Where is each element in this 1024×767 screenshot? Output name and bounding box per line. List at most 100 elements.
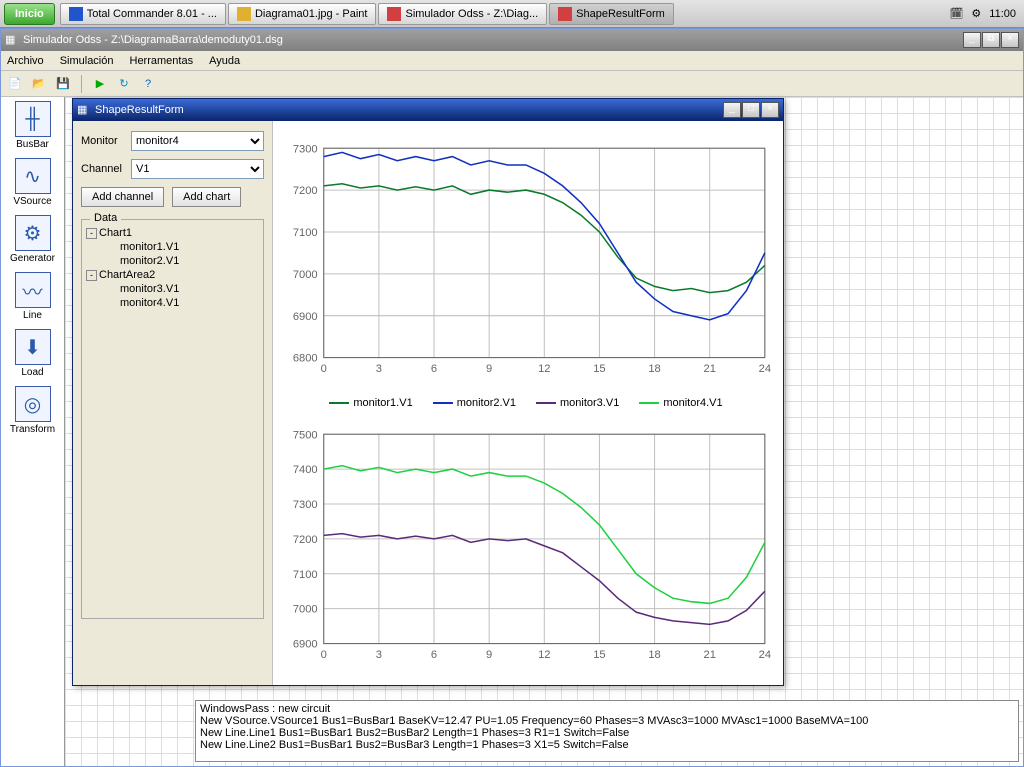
minimize-button[interactable]: _ — [723, 102, 741, 118]
menu-item[interactable]: Ayuda — [209, 55, 240, 67]
legend-item: monitor1.V1 — [329, 397, 412, 409]
log-panel[interactable]: WindowsPass : new circuitNew VSource.VSo… — [195, 700, 1019, 762]
new-icon[interactable]: 📄 — [5, 74, 25, 94]
tree-expander[interactable]: - — [86, 270, 97, 281]
log-line: New Line.Line1 Bus1=BusBar1 Bus2=BusBar2… — [200, 727, 1014, 739]
taskbar-item[interactable]: ShapeResultForm — [549, 3, 674, 25]
chart-2: 0369121518212469007000710072007300740075… — [277, 415, 775, 677]
tray-icon[interactable]: 🗓 — [949, 7, 963, 20]
palette-item[interactable]: ╫BusBar — [5, 101, 61, 150]
svg-text:0: 0 — [321, 649, 327, 661]
dialog-title: ShapeResultForm — [95, 104, 723, 116]
svg-text:7400: 7400 — [293, 464, 318, 476]
system-tray: 🗓 ⚙ 11:00 — [941, 7, 1024, 20]
svg-text:24: 24 — [759, 649, 771, 661]
svg-text:9: 9 — [486, 649, 492, 661]
chart-legend: monitor1.V1 monitor2.V1 monitor3.V1 monitor… — [277, 391, 775, 415]
toolbar: 📄 📂 💾 ▶ ↻ ? — [1, 71, 1023, 97]
taskbar-item[interactable]: Diagrama01.jpg - Paint — [228, 3, 377, 25]
svg-text:7000: 7000 — [293, 269, 318, 281]
close-button[interactable]: × — [1001, 32, 1019, 48]
tree-expander[interactable]: - — [86, 228, 97, 239]
svg-text:6: 6 — [431, 649, 437, 661]
maximize-button[interactable]: □ — [742, 102, 760, 118]
svg-text:7200: 7200 — [293, 185, 318, 197]
svg-text:15: 15 — [593, 649, 605, 661]
taskbar: Inicio Total Commander 8.01 - ...Diagram… — [0, 0, 1024, 28]
menu-item[interactable]: Herramentas — [130, 55, 194, 67]
svg-text:7300: 7300 — [293, 143, 318, 155]
legend-item: monitor2.V1 — [433, 397, 516, 409]
svg-text:6800: 6800 — [293, 353, 318, 365]
monitor-select[interactable]: monitor4 — [131, 131, 264, 151]
svg-text:6: 6 — [431, 363, 437, 375]
svg-text:7500: 7500 — [293, 429, 318, 441]
svg-text:6900: 6900 — [293, 639, 318, 651]
main-title: Simulador Odss - Z:\DiagramaBarra\demodu… — [23, 34, 963, 46]
save-icon[interactable]: 💾 — [53, 74, 73, 94]
svg-text:18: 18 — [648, 649, 660, 661]
log-line: New Line.Line2 Bus1=BusBar1 Bus2=BusBar3… — [200, 739, 1014, 751]
svg-text:12: 12 — [538, 363, 550, 375]
tray-icon[interactable]: ⚙ — [971, 7, 981, 20]
palette-item[interactable]: ⬇Load — [5, 329, 61, 378]
menu-item[interactable]: Simulación — [60, 55, 114, 67]
log-line: New VSource.VSource1 Bus1=BusBar1 BaseKV… — [200, 715, 1014, 727]
tree-leaf[interactable]: monitor1.V1 — [86, 240, 259, 254]
dialog-controls: Monitor monitor4 Channel V1 Add channel … — [73, 121, 273, 685]
shape-result-dialog: ▦ ShapeResultForm _ □ × Monitor monitor4… — [72, 98, 784, 686]
component-palette: ╫BusBar ∿VSource ⚙Generator 〰Line ⬇Load ◎Tran… — [1, 97, 65, 766]
dialog-titlebar[interactable]: ▦ ShapeResultForm _ □ × — [73, 99, 783, 121]
svg-text:3: 3 — [376, 649, 382, 661]
palette-item[interactable]: ◎Transform — [5, 386, 61, 435]
svg-text:9: 9 — [486, 363, 492, 375]
menu-item[interactable]: Archivo — [7, 55, 44, 67]
svg-text:12: 12 — [538, 649, 550, 661]
svg-text:15: 15 — [593, 363, 605, 375]
log-line: WindowsPass : new circuit — [200, 703, 1014, 715]
tree-leaf[interactable]: monitor4.V1 — [86, 296, 259, 310]
legend-item: monitor3.V1 — [536, 397, 619, 409]
dialog-icon: ▦ — [77, 103, 91, 117]
channel-select[interactable]: V1 — [131, 159, 264, 179]
maximize-button[interactable]: ⧉ — [982, 32, 1000, 48]
run-icon[interactable]: ▶ — [90, 74, 110, 94]
svg-text:24: 24 — [759, 363, 771, 375]
start-button[interactable]: Inicio — [4, 3, 55, 25]
svg-text:21: 21 — [703, 363, 715, 375]
svg-text:7000: 7000 — [293, 604, 318, 616]
taskbar-item[interactable]: Simulador Odss - Z:\Diag... — [378, 3, 547, 25]
svg-text:21: 21 — [703, 649, 715, 661]
add-channel-button[interactable]: Add channel — [81, 187, 164, 207]
refresh-icon[interactable]: ↻ — [114, 74, 134, 94]
monitor-label: Monitor — [81, 135, 131, 147]
tree-leaf[interactable]: monitor2.V1 — [86, 254, 259, 268]
data-group: Data -Chart1monitor1.V1monitor2.V1-Chart… — [81, 219, 264, 619]
svg-text:7300: 7300 — [293, 499, 318, 511]
tree-node[interactable]: -ChartArea2 — [86, 268, 259, 282]
menubar: Archivo Simulación Herramentas Ayuda — [1, 51, 1023, 71]
minimize-button[interactable]: _ — [963, 32, 981, 48]
svg-text:7200: 7200 — [293, 534, 318, 546]
separator — [81, 75, 82, 93]
chart-1: 03691215182124680069007000710072007300 — [277, 129, 775, 391]
tree-node[interactable]: -Chart1 — [86, 226, 259, 240]
svg-text:0: 0 — [321, 363, 327, 375]
close-button[interactable]: × — [761, 102, 779, 118]
taskbar-item[interactable]: Total Commander 8.01 - ... — [60, 3, 226, 25]
charts-area: 0 3 6 9 12 15 18 21 24 6800 6900 7000 7100 7200 7300 m… — [273, 121, 783, 685]
palette-item[interactable]: 〰Line — [5, 272, 61, 321]
channel-label: Channel — [81, 163, 131, 175]
tree-leaf[interactable]: monitor3.V1 — [86, 282, 259, 296]
add-chart-button[interactable]: Add chart — [172, 187, 241, 207]
svg-text:7100: 7100 — [293, 227, 318, 239]
help-icon[interactable]: ? — [138, 74, 158, 94]
main-titlebar[interactable]: ▦ Simulador Odss - Z:\DiagramaBarra\demo… — [1, 29, 1023, 51]
group-title: Data — [90, 212, 121, 224]
open-icon[interactable]: 📂 — [29, 74, 49, 94]
data-tree[interactable]: -Chart1monitor1.V1monitor2.V1-ChartArea2… — [86, 226, 259, 310]
legend-item: monitor4.V1 — [639, 397, 722, 409]
palette-item[interactable]: ∿VSource — [5, 158, 61, 207]
app-icon: ▦ — [5, 33, 19, 47]
palette-item[interactable]: ⚙Generator — [5, 215, 61, 264]
